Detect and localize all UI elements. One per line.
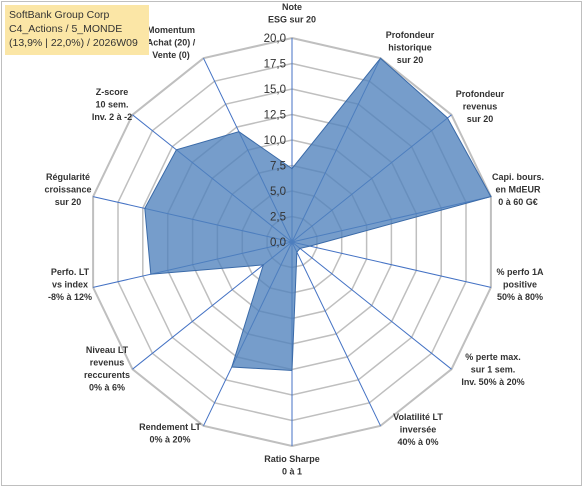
- axis-label: % perte max. sur 1 sem. Inv. 50% à 20%: [461, 352, 524, 387]
- title-category: C4_Actions / 5_MONDE: [9, 23, 123, 35]
- axis-label-line: en MdEUR: [496, 185, 542, 195]
- axis-label-line: % perfo 1A: [496, 267, 544, 277]
- tick-label: 15,0: [264, 84, 286, 96]
- axis-label-line: 0 à 60 G€: [498, 197, 538, 207]
- axis-label-line: Régularité: [46, 172, 90, 182]
- axis-label-line: historique: [388, 43, 432, 53]
- tick-layer: 0,0 2,5 5,0 7,5 10,0 12,5 15,0 17,5 20,0: [264, 33, 286, 249]
- tick-label: 20,0: [264, 33, 286, 45]
- axis-label-line: 0% à 6%: [89, 383, 125, 393]
- axis-label-line: 10 sem.: [95, 100, 128, 110]
- axis-label-line: Rendement LT: [139, 422, 201, 432]
- axis-spoke: [291, 241, 381, 427]
- tick-label: 2,5: [270, 212, 286, 224]
- title-stats: (13,9% | 22,0%) / 2026W09: [9, 37, 138, 49]
- axis-label-line: revenus: [90, 358, 125, 368]
- axis-label-line: Achat (20) /: [147, 38, 196, 48]
- axis-label: Régularité croissance sur 20: [44, 172, 91, 207]
- axis-label-line: % perte max.: [465, 352, 521, 362]
- tick-label: 12,5: [264, 110, 286, 122]
- axis-label-line: Z-score: [96, 87, 129, 97]
- axis-label-line: -8% à 12%: [48, 292, 92, 302]
- axis-label-line: croissance: [44, 185, 91, 195]
- axis-label: Capi. bours. en MdEUR 0 à 60 G€: [492, 172, 544, 207]
- axis-label-line: positive: [503, 280, 537, 290]
- axis-label-line: Vente (0): [152, 50, 190, 60]
- axis-label-line: Momentum: [147, 25, 195, 35]
- axis-label-line: inversée: [400, 425, 437, 435]
- axis-label-line: reccurents: [84, 370, 130, 380]
- axis-label-line: vs index: [52, 280, 88, 290]
- chart-title-box: SoftBank Group Corp C4_Actions / 5_MONDE…: [5, 5, 149, 55]
- axis-label-line: 0% à 20%: [149, 435, 190, 445]
- axis-label-line: sur 20: [397, 55, 424, 65]
- axis-label-line: Profondeur: [386, 30, 435, 40]
- axis-label-line: Inv. 2 à -2: [92, 112, 132, 122]
- axis-label-line: Note: [282, 2, 302, 12]
- axis-label-line: Capi. bours.: [492, 172, 544, 182]
- axis-label: Ratio Sharpe 0 à 1: [264, 454, 320, 477]
- axis-label-line: Ratio Sharpe: [264, 454, 320, 464]
- axis-label: Momentum Achat (20) / Vente (0): [147, 25, 196, 60]
- category-labels: Note ESG sur 20 Profondeur historique sur 20…: [44, 2, 544, 477]
- axis-label: Rendement LT 0% à 20%: [139, 422, 201, 445]
- axis-label-line: Volatilité LT: [393, 412, 443, 422]
- tick-label: 7,5: [270, 161, 286, 173]
- axis-label: Profondeur revenus sur 20: [456, 89, 505, 124]
- tick-label: 17,5: [264, 59, 286, 71]
- axis-label: % perfo 1A positive 50% à 80%: [496, 267, 544, 302]
- axis-label-line: sur 20: [55, 197, 82, 207]
- series-area: [144, 57, 492, 372]
- axis-label-line: ESG sur 20: [268, 15, 316, 25]
- axis-label-line: 50% à 80%: [497, 292, 543, 302]
- axis-label-line: Perfo. LT: [51, 267, 90, 277]
- title-company: SoftBank Group Corp: [9, 9, 110, 21]
- axis-label-line: Inv. 50% à 20%: [461, 377, 524, 387]
- axis-label-line: 40% à 0%: [397, 437, 438, 447]
- tick-label: 5,0: [270, 186, 286, 198]
- axis-label-line: Niveau LT: [86, 345, 129, 355]
- axis-spoke: [291, 241, 452, 370]
- axis-label: Z-score 10 sem. Inv. 2 à -2: [92, 87, 132, 122]
- axis-label-line: sur 20: [467, 114, 494, 124]
- axis-label: Profondeur historique sur 20: [386, 30, 435, 65]
- axis-label: Niveau LT revenus reccurents 0% à 6%: [84, 345, 130, 393]
- tick-label: 10,0: [264, 135, 286, 147]
- tick-label: 0,0: [270, 237, 286, 249]
- axis-label-line: revenus: [463, 102, 498, 112]
- axis-label: Perfo. LT vs index -8% à 12%: [48, 267, 92, 302]
- axis-label: Note ESG sur 20: [268, 2, 316, 25]
- axis-label-line: sur 1 sem.: [471, 365, 516, 375]
- axis-label-line: Profondeur: [456, 89, 505, 99]
- axis-label: Volatilité LT inversée 40% à 0%: [393, 412, 443, 447]
- axis-spoke: [291, 241, 492, 288]
- series-layer: [144, 57, 492, 372]
- axis-label-line: 0 à 1: [282, 467, 302, 477]
